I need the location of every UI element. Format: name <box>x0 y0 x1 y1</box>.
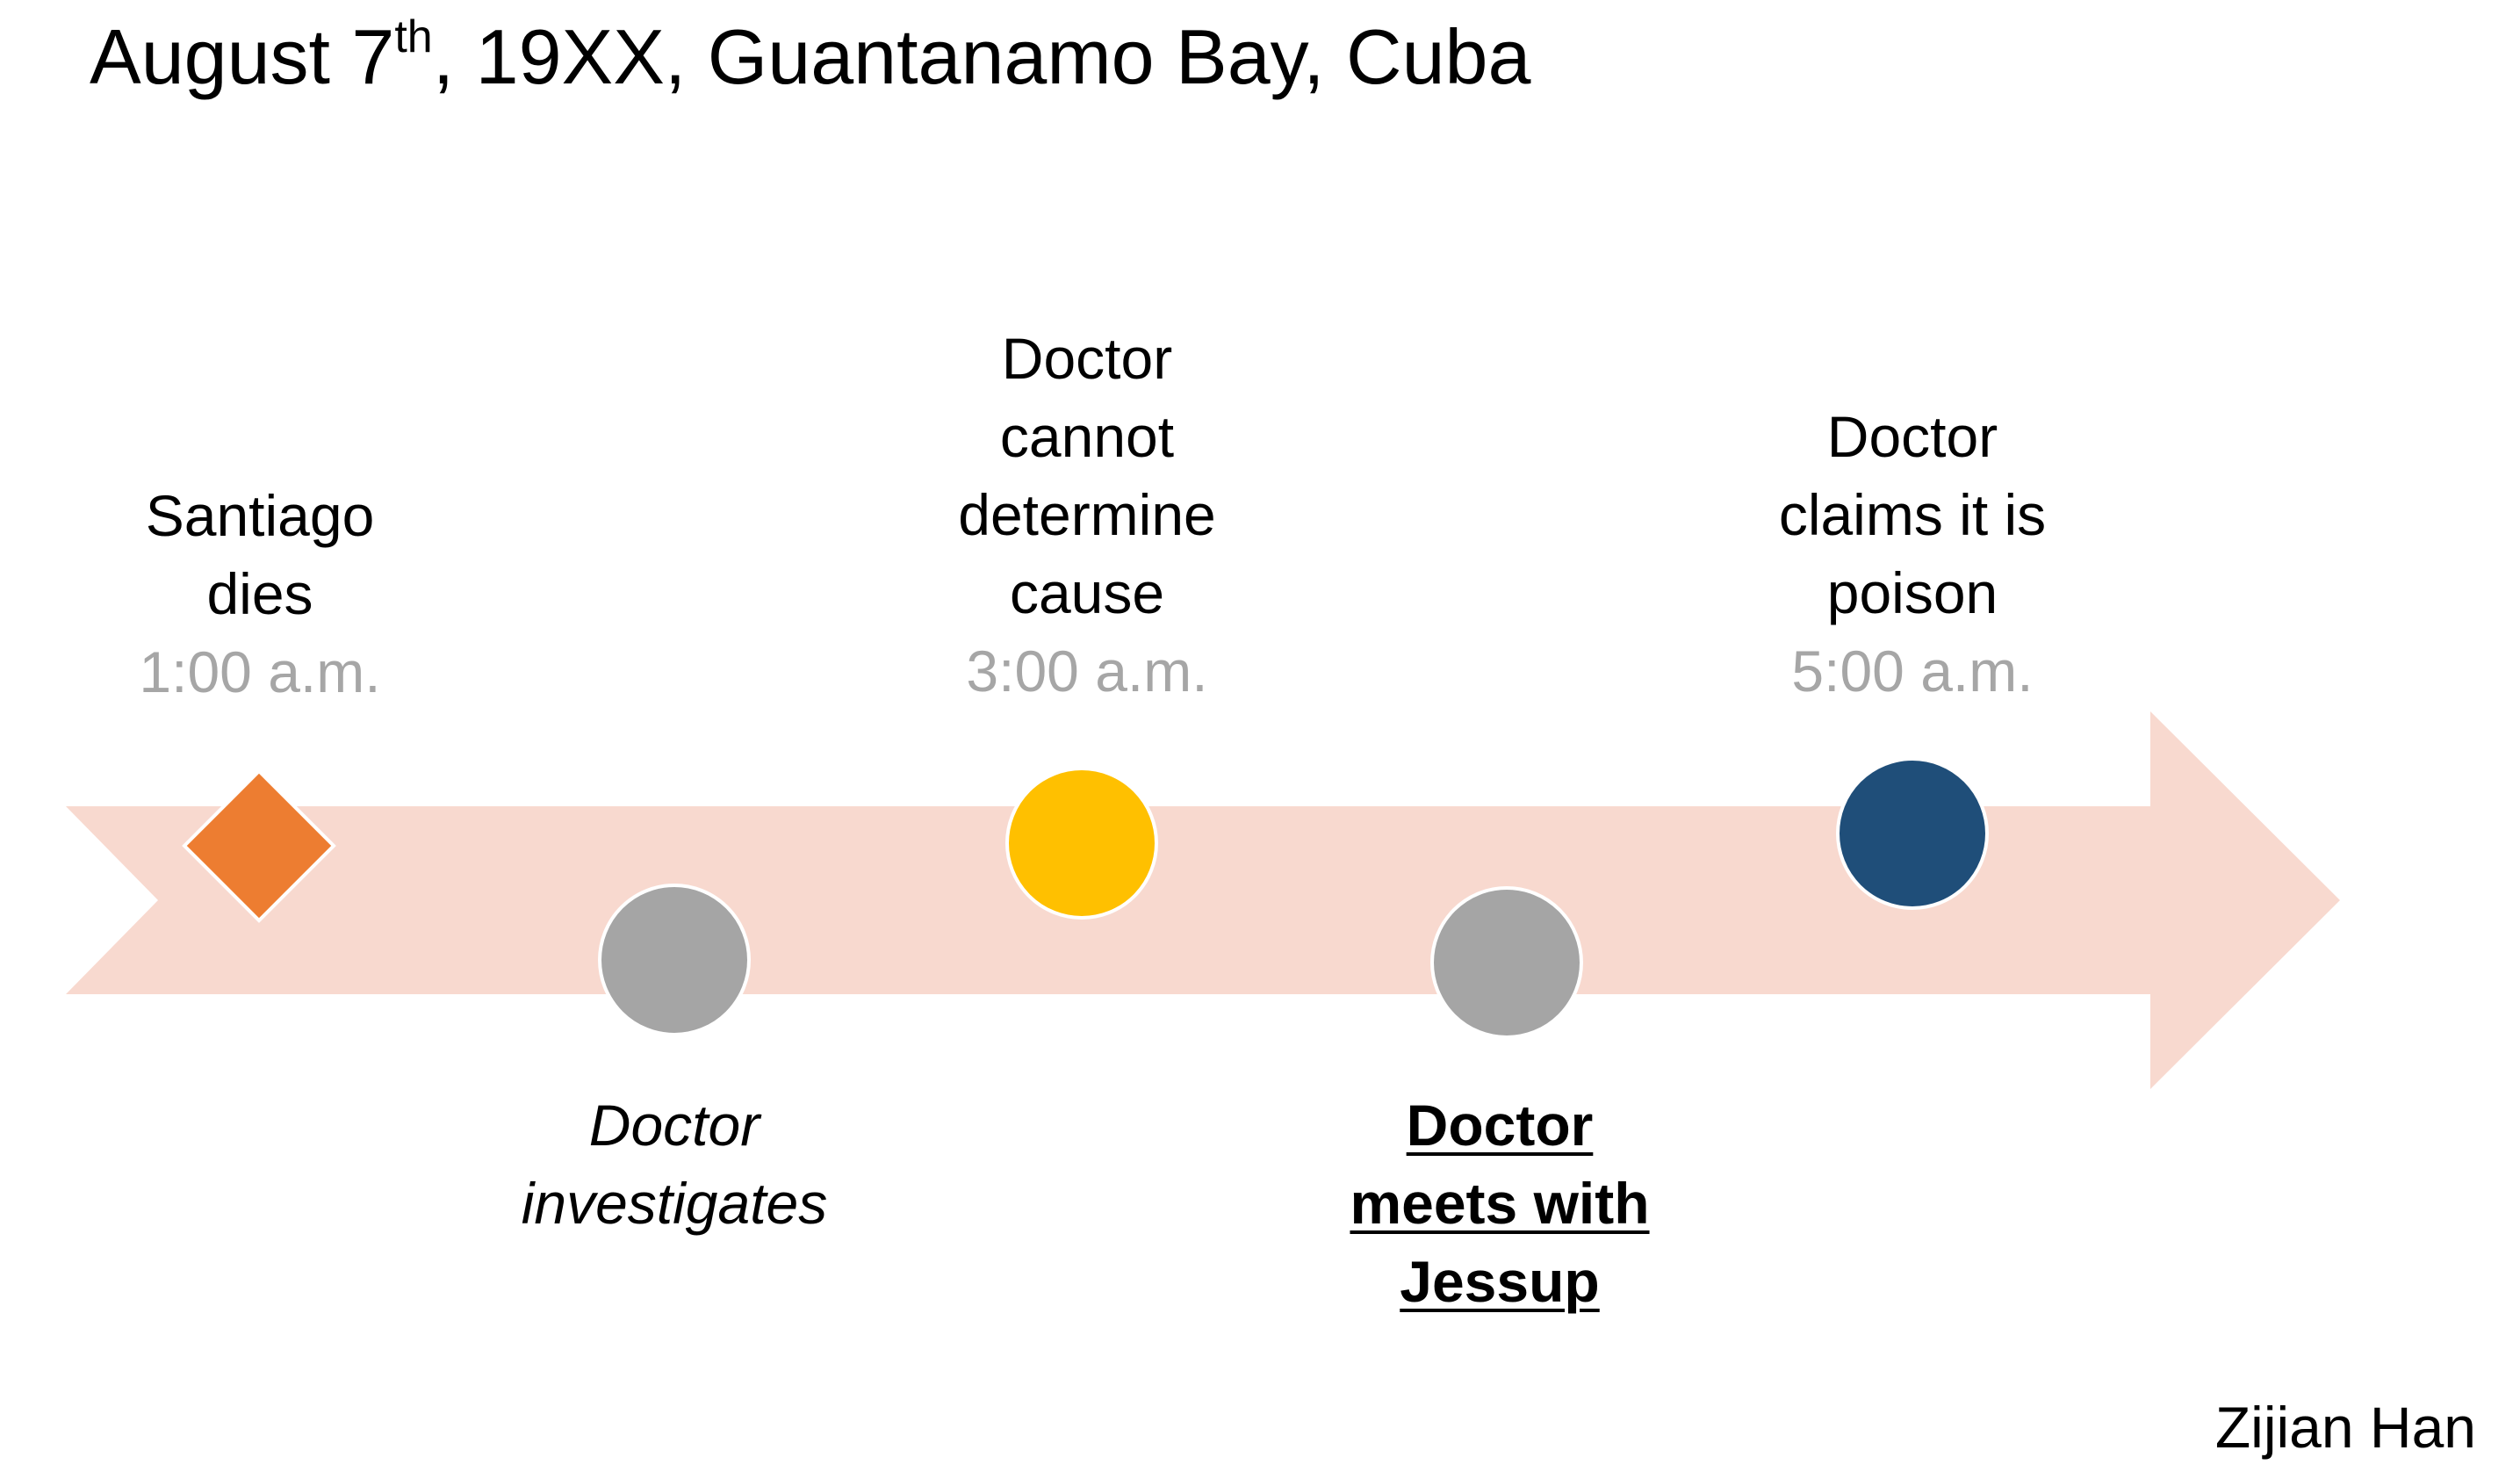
event-time: 1:00 a.m. <box>139 639 381 704</box>
event-text-line: determine <box>958 482 1216 547</box>
title-superscript: th <box>394 11 433 62</box>
event-label-doctor-investigates: Doctor investigates <box>499 1086 850 1243</box>
author-name: Zijian Han <box>2214 1395 2476 1460</box>
event-text-line: Doctor <box>1001 326 1173 391</box>
event-time: 5:00 a.m. <box>1791 639 2034 704</box>
event-text-line: dies <box>206 561 313 626</box>
event-marker-doctor-claims-poison <box>1836 757 1989 910</box>
event-marker-santiago-dies <box>182 768 336 923</box>
event-marker-doctor-meets-jessup <box>1430 886 1583 1039</box>
event-text-line: Doctor <box>1406 1093 1594 1158</box>
event-marker-doctor-cannot-determine <box>1005 767 1158 920</box>
event-label-santiago-dies: Santiago dies 1:00 a.m. <box>84 477 436 711</box>
event-label-doctor-cannot-determine: Doctor cannot determine cause 3:00 a.m. <box>911 320 1263 711</box>
event-label-doctor-claims-poison: Doctor claims it is poison 5:00 a.m. <box>1737 398 2088 711</box>
event-label-doctor-meets-jessup: Doctor meets with Jessup <box>1324 1086 1675 1321</box>
timeline-arrow <box>66 711 2340 1089</box>
event-text-line: Doctor <box>1826 404 1998 469</box>
event-text-line: Santiago <box>145 483 375 548</box>
event-text-line: meets with <box>1350 1171 1650 1236</box>
event-text-line: investigates <box>521 1171 828 1236</box>
event-marker-doctor-investigates <box>598 884 751 1036</box>
event-time: 3:00 a.m. <box>966 639 1208 704</box>
event-text-line: cause <box>1009 560 1165 625</box>
event-text-line: Doctor <box>588 1093 760 1158</box>
slide-title: August 7th, 19XX, Guantanamo Bay, Cuba <box>90 11 1531 100</box>
event-text-line: claims it is <box>1778 482 2047 547</box>
event-text-line: cannot <box>999 404 1175 469</box>
event-text-line: Jessup <box>1400 1249 1600 1314</box>
event-text-line: poison <box>1826 560 1998 625</box>
